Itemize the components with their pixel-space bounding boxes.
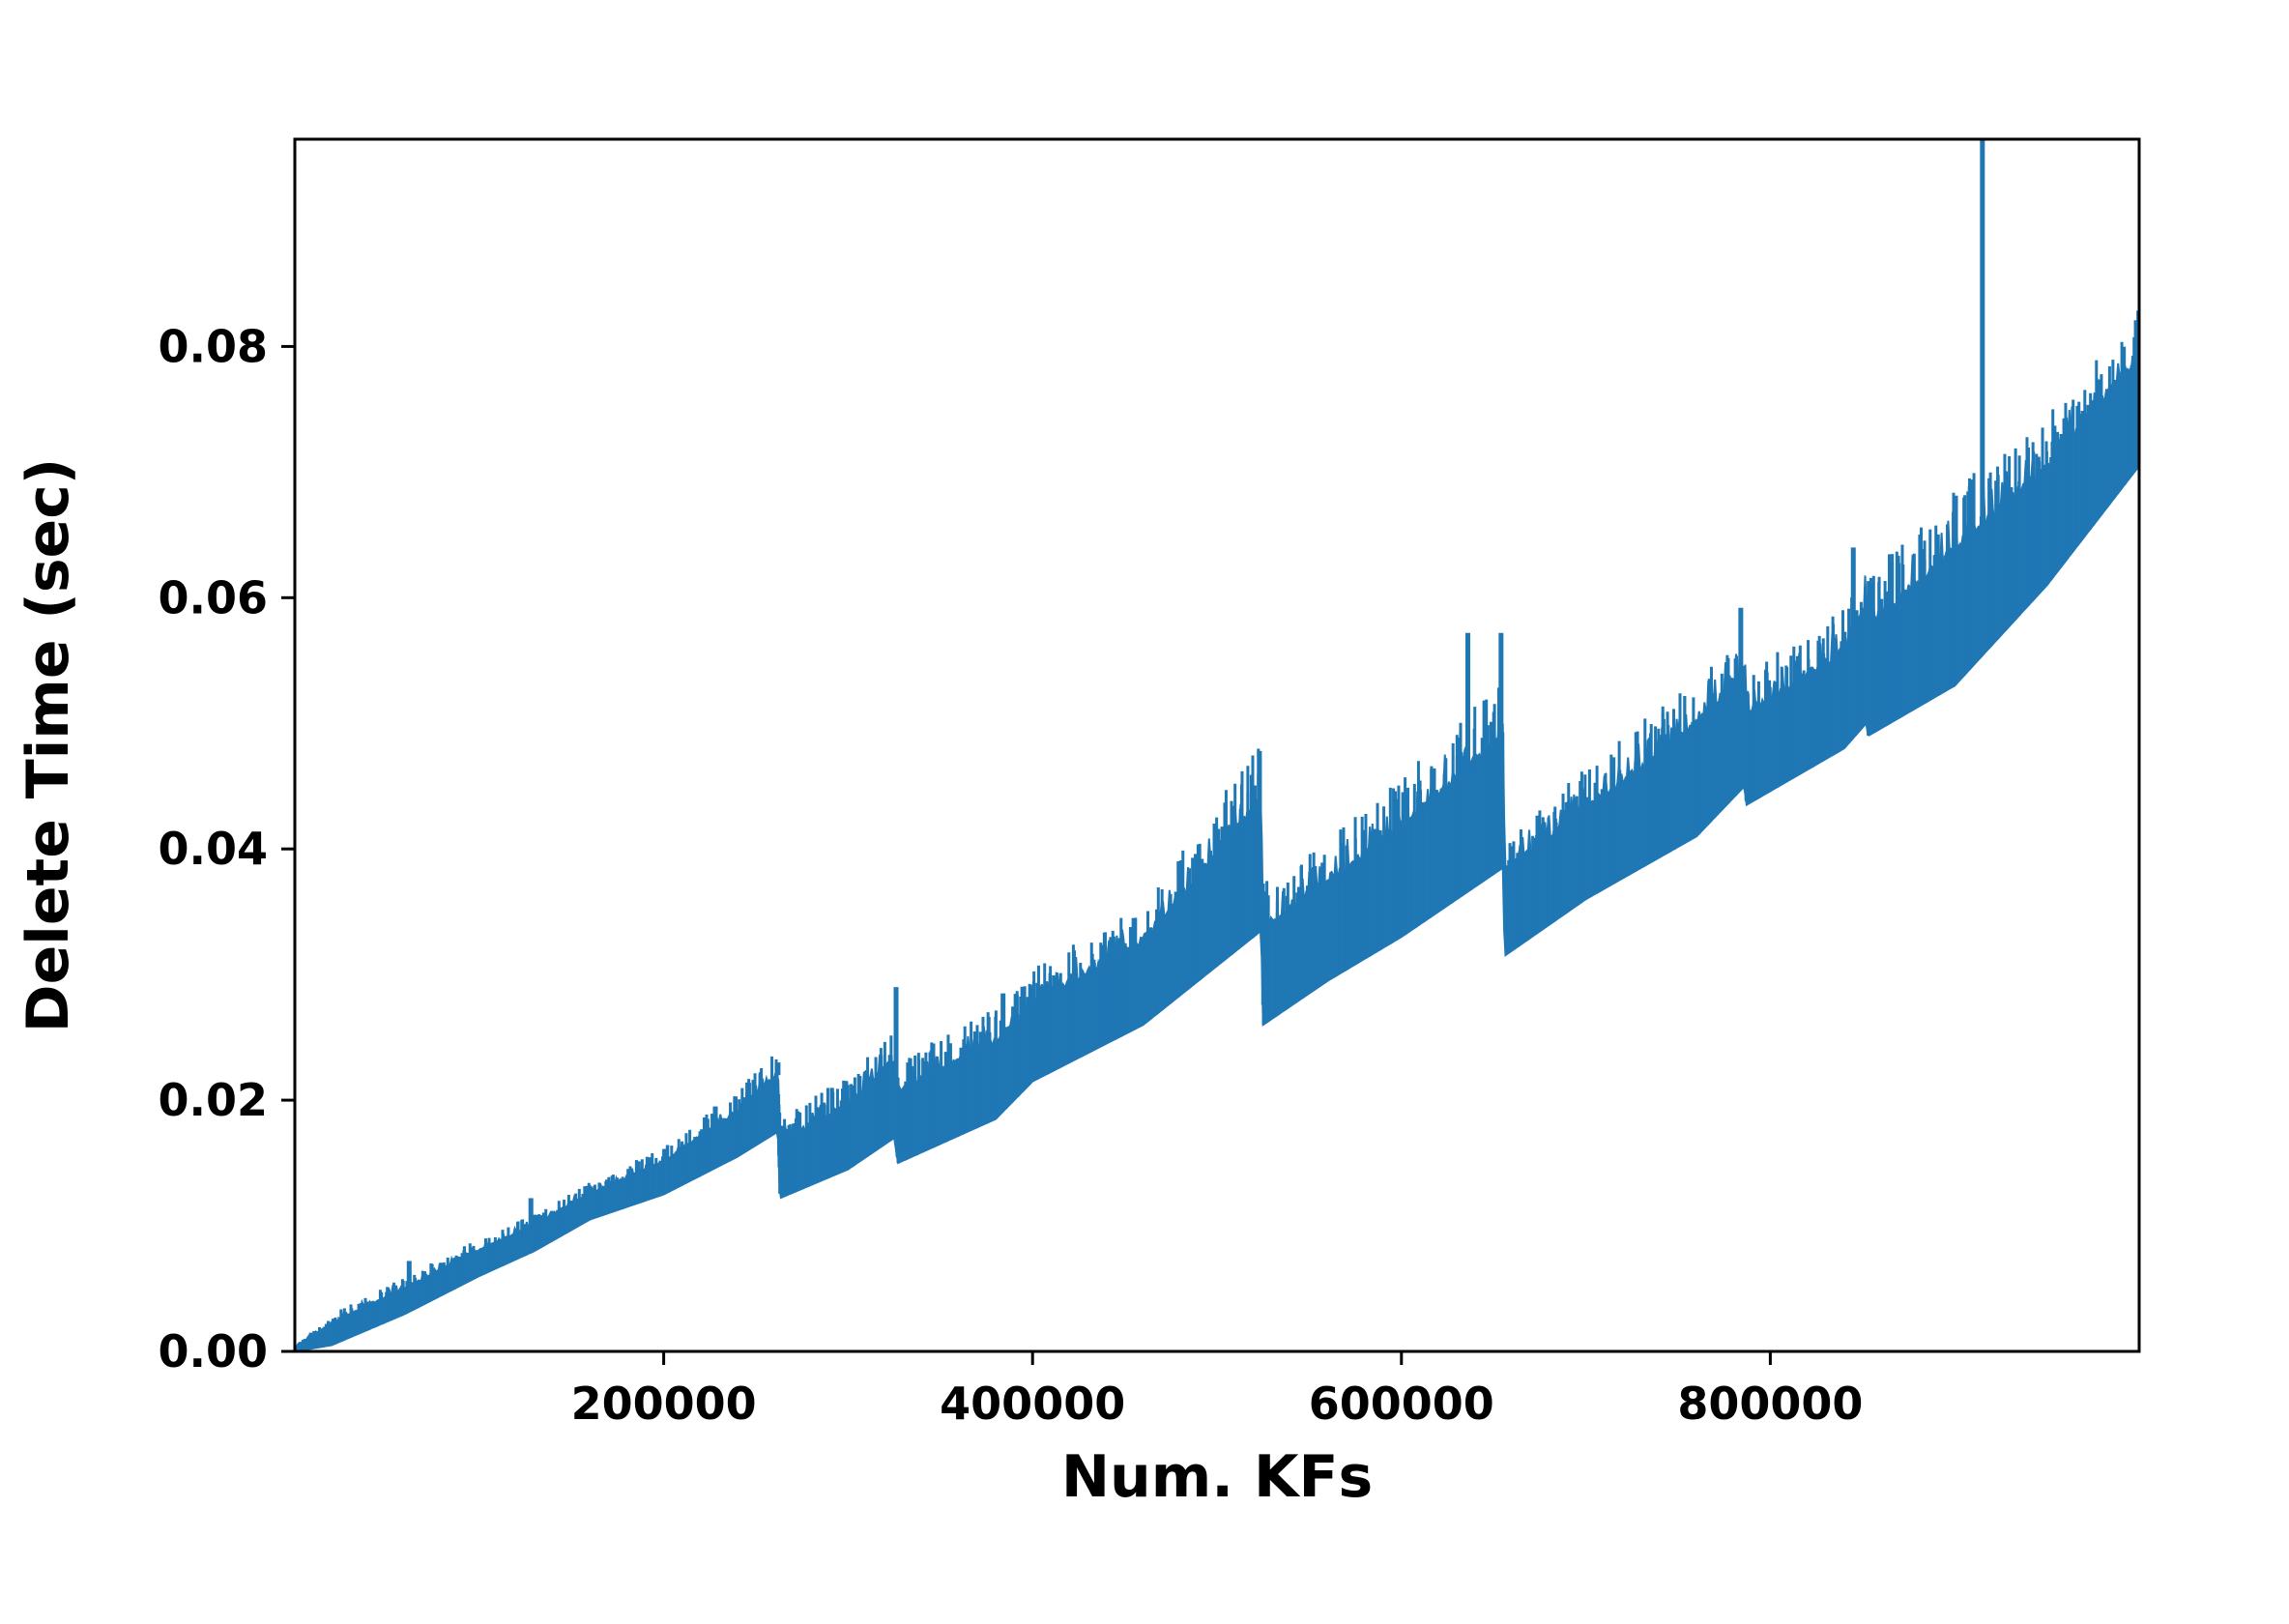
x-axis-title: Num. KFs xyxy=(1061,1443,1373,1511)
x-tick-label: 600000 xyxy=(1309,1378,1494,1430)
y-tick-label: 0.06 xyxy=(159,571,269,624)
x-tick-label: 200000 xyxy=(571,1378,757,1430)
y-tick-label: 0.00 xyxy=(159,1325,269,1378)
axes-frame xyxy=(293,137,2141,1353)
y-tick-label: 0.04 xyxy=(159,823,269,875)
y-tick-label: 0.08 xyxy=(159,320,269,372)
ticks: 200000 400000 600000 800000 0.00 0.02 0.04 0.06… xyxy=(159,320,1864,1430)
x-tick-label: 800000 xyxy=(1677,1378,1863,1430)
y-tick-label: 0.02 xyxy=(159,1074,269,1126)
y-axis-title: Delete Time (sec) xyxy=(14,458,82,1032)
plot-area xyxy=(294,139,2140,1353)
x-tick-label: 400000 xyxy=(940,1378,1125,1430)
